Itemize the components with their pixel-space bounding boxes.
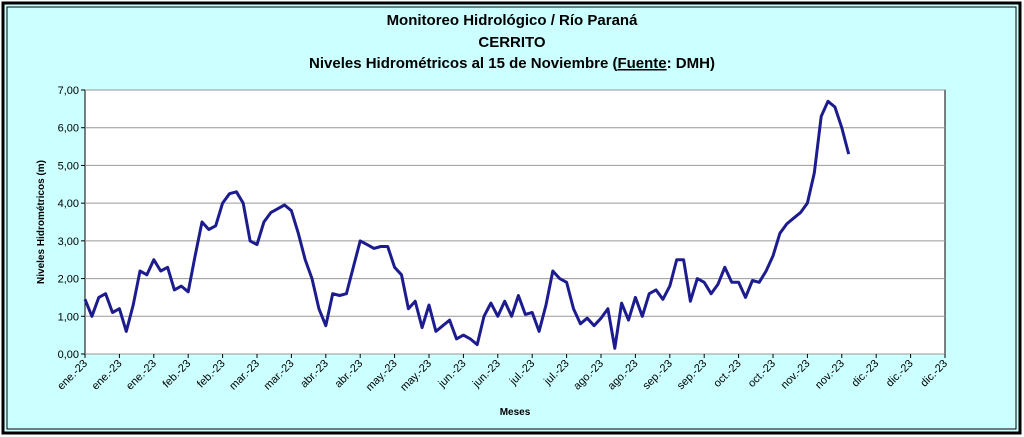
- y-tick-label: 3,00: [58, 236, 79, 248]
- y-axis-label: Niveles Hidrométricos (m): [36, 160, 47, 284]
- y-tick-label: 4,00: [58, 198, 79, 210]
- y-tick-label: 7,00: [58, 85, 79, 97]
- chart-frame-inner: [6, 6, 1017, 430]
- chart-title: Monitoreo Hidrológico / Río Paraná: [387, 12, 639, 29]
- subtitle-part: : DMH): [667, 55, 715, 72]
- x-axis-label: Meses: [500, 407, 531, 418]
- subtitle-part: Niveles Hidrométricos al 15 de Noviembre…: [309, 55, 617, 72]
- y-tick-label: 1,00: [58, 311, 79, 323]
- chart-title: CERRITO: [478, 34, 546, 51]
- chart-subtitle: Niveles Hidrométricos al 15 de Noviembre…: [309, 55, 715, 72]
- y-tick-label: 6,00: [58, 123, 79, 135]
- y-tick-label: 0,00: [58, 349, 79, 361]
- plot-area: [84, 89, 946, 355]
- y-tick-label: 2,00: [58, 274, 79, 286]
- series-line: [83, 99, 851, 350]
- subtitle-part: Fuente: [617, 55, 666, 72]
- y-tick-label: 5,00: [58, 160, 79, 172]
